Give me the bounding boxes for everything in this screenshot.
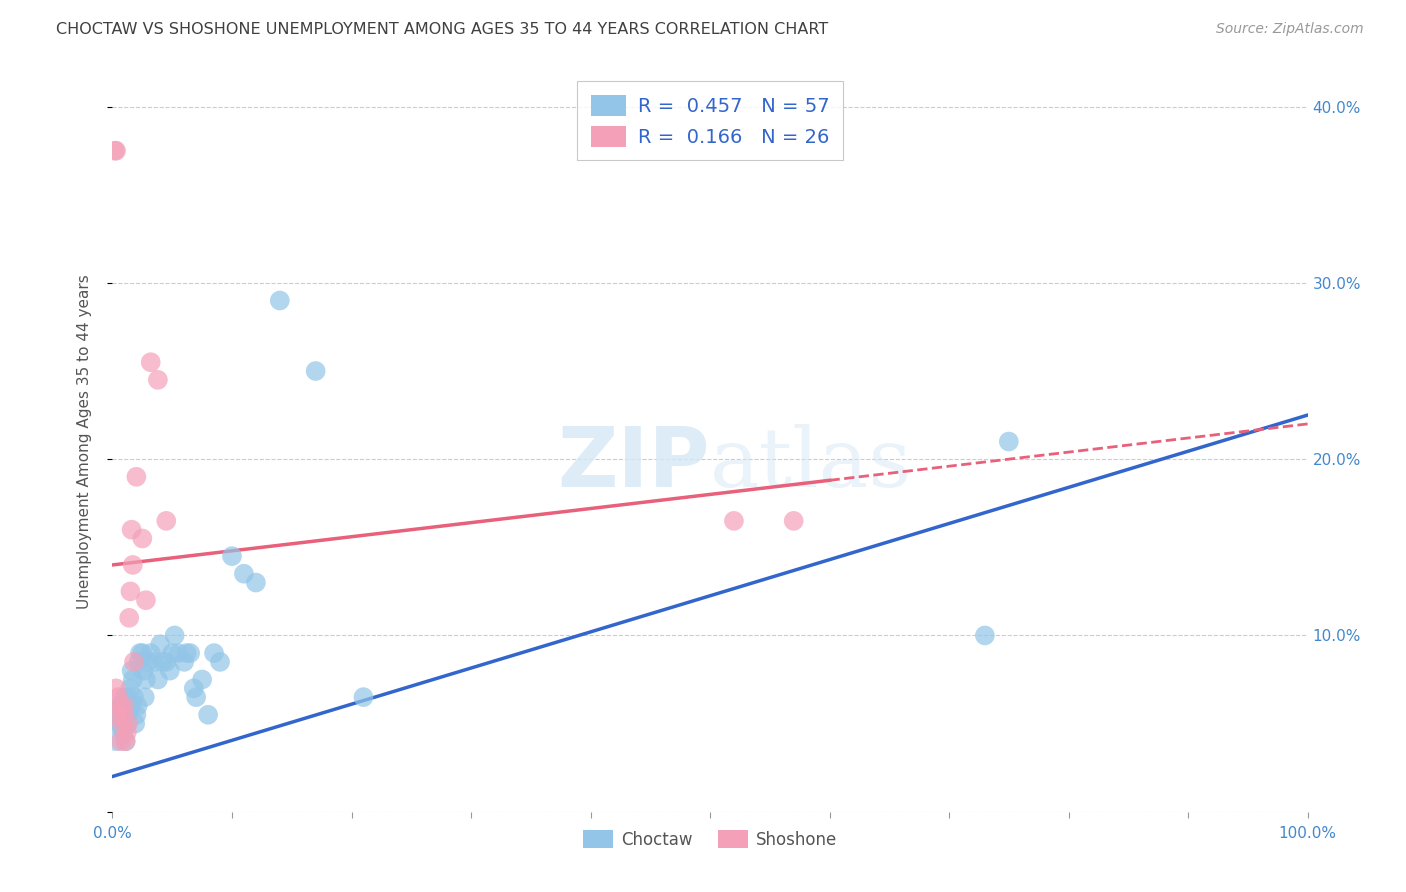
Point [105, 707, 128, 722]
Point [110, 707, 132, 722]
Point [111, 716, 134, 731]
Point [134, 690, 156, 705]
Text: CHOCTAW VS SHOSHONE UNEMPLOYMENT AMONG AGES 35 TO 44 YEARS CORRELATION CHART: CHOCTAW VS SHOSHONE UNEMPLOYMENT AMONG A… [56, 22, 828, 37]
Text: atlas: atlas [710, 424, 912, 504]
Point [723, 514, 745, 528]
Point [121, 698, 143, 713]
Point [105, 716, 128, 731]
Point [155, 514, 177, 528]
Point [121, 558, 143, 572]
Point [162, 646, 183, 660]
Point [138, 655, 160, 669]
Point [117, 716, 139, 731]
Point [108, 698, 131, 713]
Point [117, 707, 139, 722]
Point [131, 532, 153, 546]
Point [152, 655, 174, 669]
Point [135, 593, 157, 607]
Point [105, 734, 128, 748]
Point [115, 698, 138, 713]
Point [105, 681, 128, 696]
Text: ZIP: ZIP [558, 423, 710, 504]
Point [221, 549, 243, 563]
Point [107, 698, 129, 713]
Point [114, 734, 136, 748]
Point [149, 637, 172, 651]
Point [146, 673, 169, 687]
Legend: Choctaw, Shoshone: Choctaw, Shoshone [576, 823, 844, 855]
Point [146, 373, 169, 387]
Point [107, 690, 129, 705]
Point [132, 664, 155, 678]
Point [114, 698, 135, 713]
Point [125, 470, 148, 484]
Point [269, 293, 291, 308]
Point [179, 646, 201, 660]
Point [117, 690, 139, 705]
Point [114, 734, 136, 748]
Point [155, 655, 177, 669]
Point [124, 716, 146, 731]
Point [191, 673, 214, 687]
Point [104, 144, 127, 158]
Point [173, 655, 195, 669]
Point [118, 698, 141, 713]
Point [143, 655, 166, 669]
Point [108, 716, 131, 731]
Point [118, 611, 141, 625]
Point [139, 355, 162, 369]
Point [129, 646, 152, 660]
Point [125, 707, 148, 722]
Point [135, 673, 157, 687]
Point [122, 690, 145, 705]
Point [111, 698, 134, 713]
Point [139, 646, 162, 660]
Point [114, 690, 135, 705]
Point [121, 664, 143, 678]
Point [176, 646, 198, 660]
Point [974, 628, 997, 642]
Point [121, 673, 143, 687]
Point [114, 707, 135, 722]
Point [115, 716, 138, 731]
Point [112, 725, 135, 739]
Text: Source: ZipAtlas.com: Source: ZipAtlas.com [1216, 22, 1364, 37]
Point [245, 575, 267, 590]
Point [112, 707, 135, 722]
Point [233, 566, 256, 581]
Point [127, 698, 149, 713]
Point [352, 690, 374, 705]
Point [167, 646, 190, 660]
Point [186, 690, 208, 705]
Point [115, 725, 138, 739]
Point [128, 655, 150, 669]
Point [202, 646, 225, 660]
Point [120, 681, 142, 696]
Point [121, 523, 143, 537]
Point [163, 628, 186, 642]
Point [122, 655, 145, 669]
Point [110, 734, 132, 748]
Point [209, 655, 232, 669]
Point [105, 144, 128, 158]
Point [131, 646, 153, 660]
Point [998, 434, 1021, 449]
Point [197, 707, 219, 722]
Point [159, 664, 181, 678]
Point [782, 514, 804, 528]
Point [120, 584, 142, 599]
Point [183, 681, 205, 696]
Point [305, 364, 328, 378]
Y-axis label: Unemployment Among Ages 35 to 44 years: Unemployment Among Ages 35 to 44 years [77, 274, 91, 609]
